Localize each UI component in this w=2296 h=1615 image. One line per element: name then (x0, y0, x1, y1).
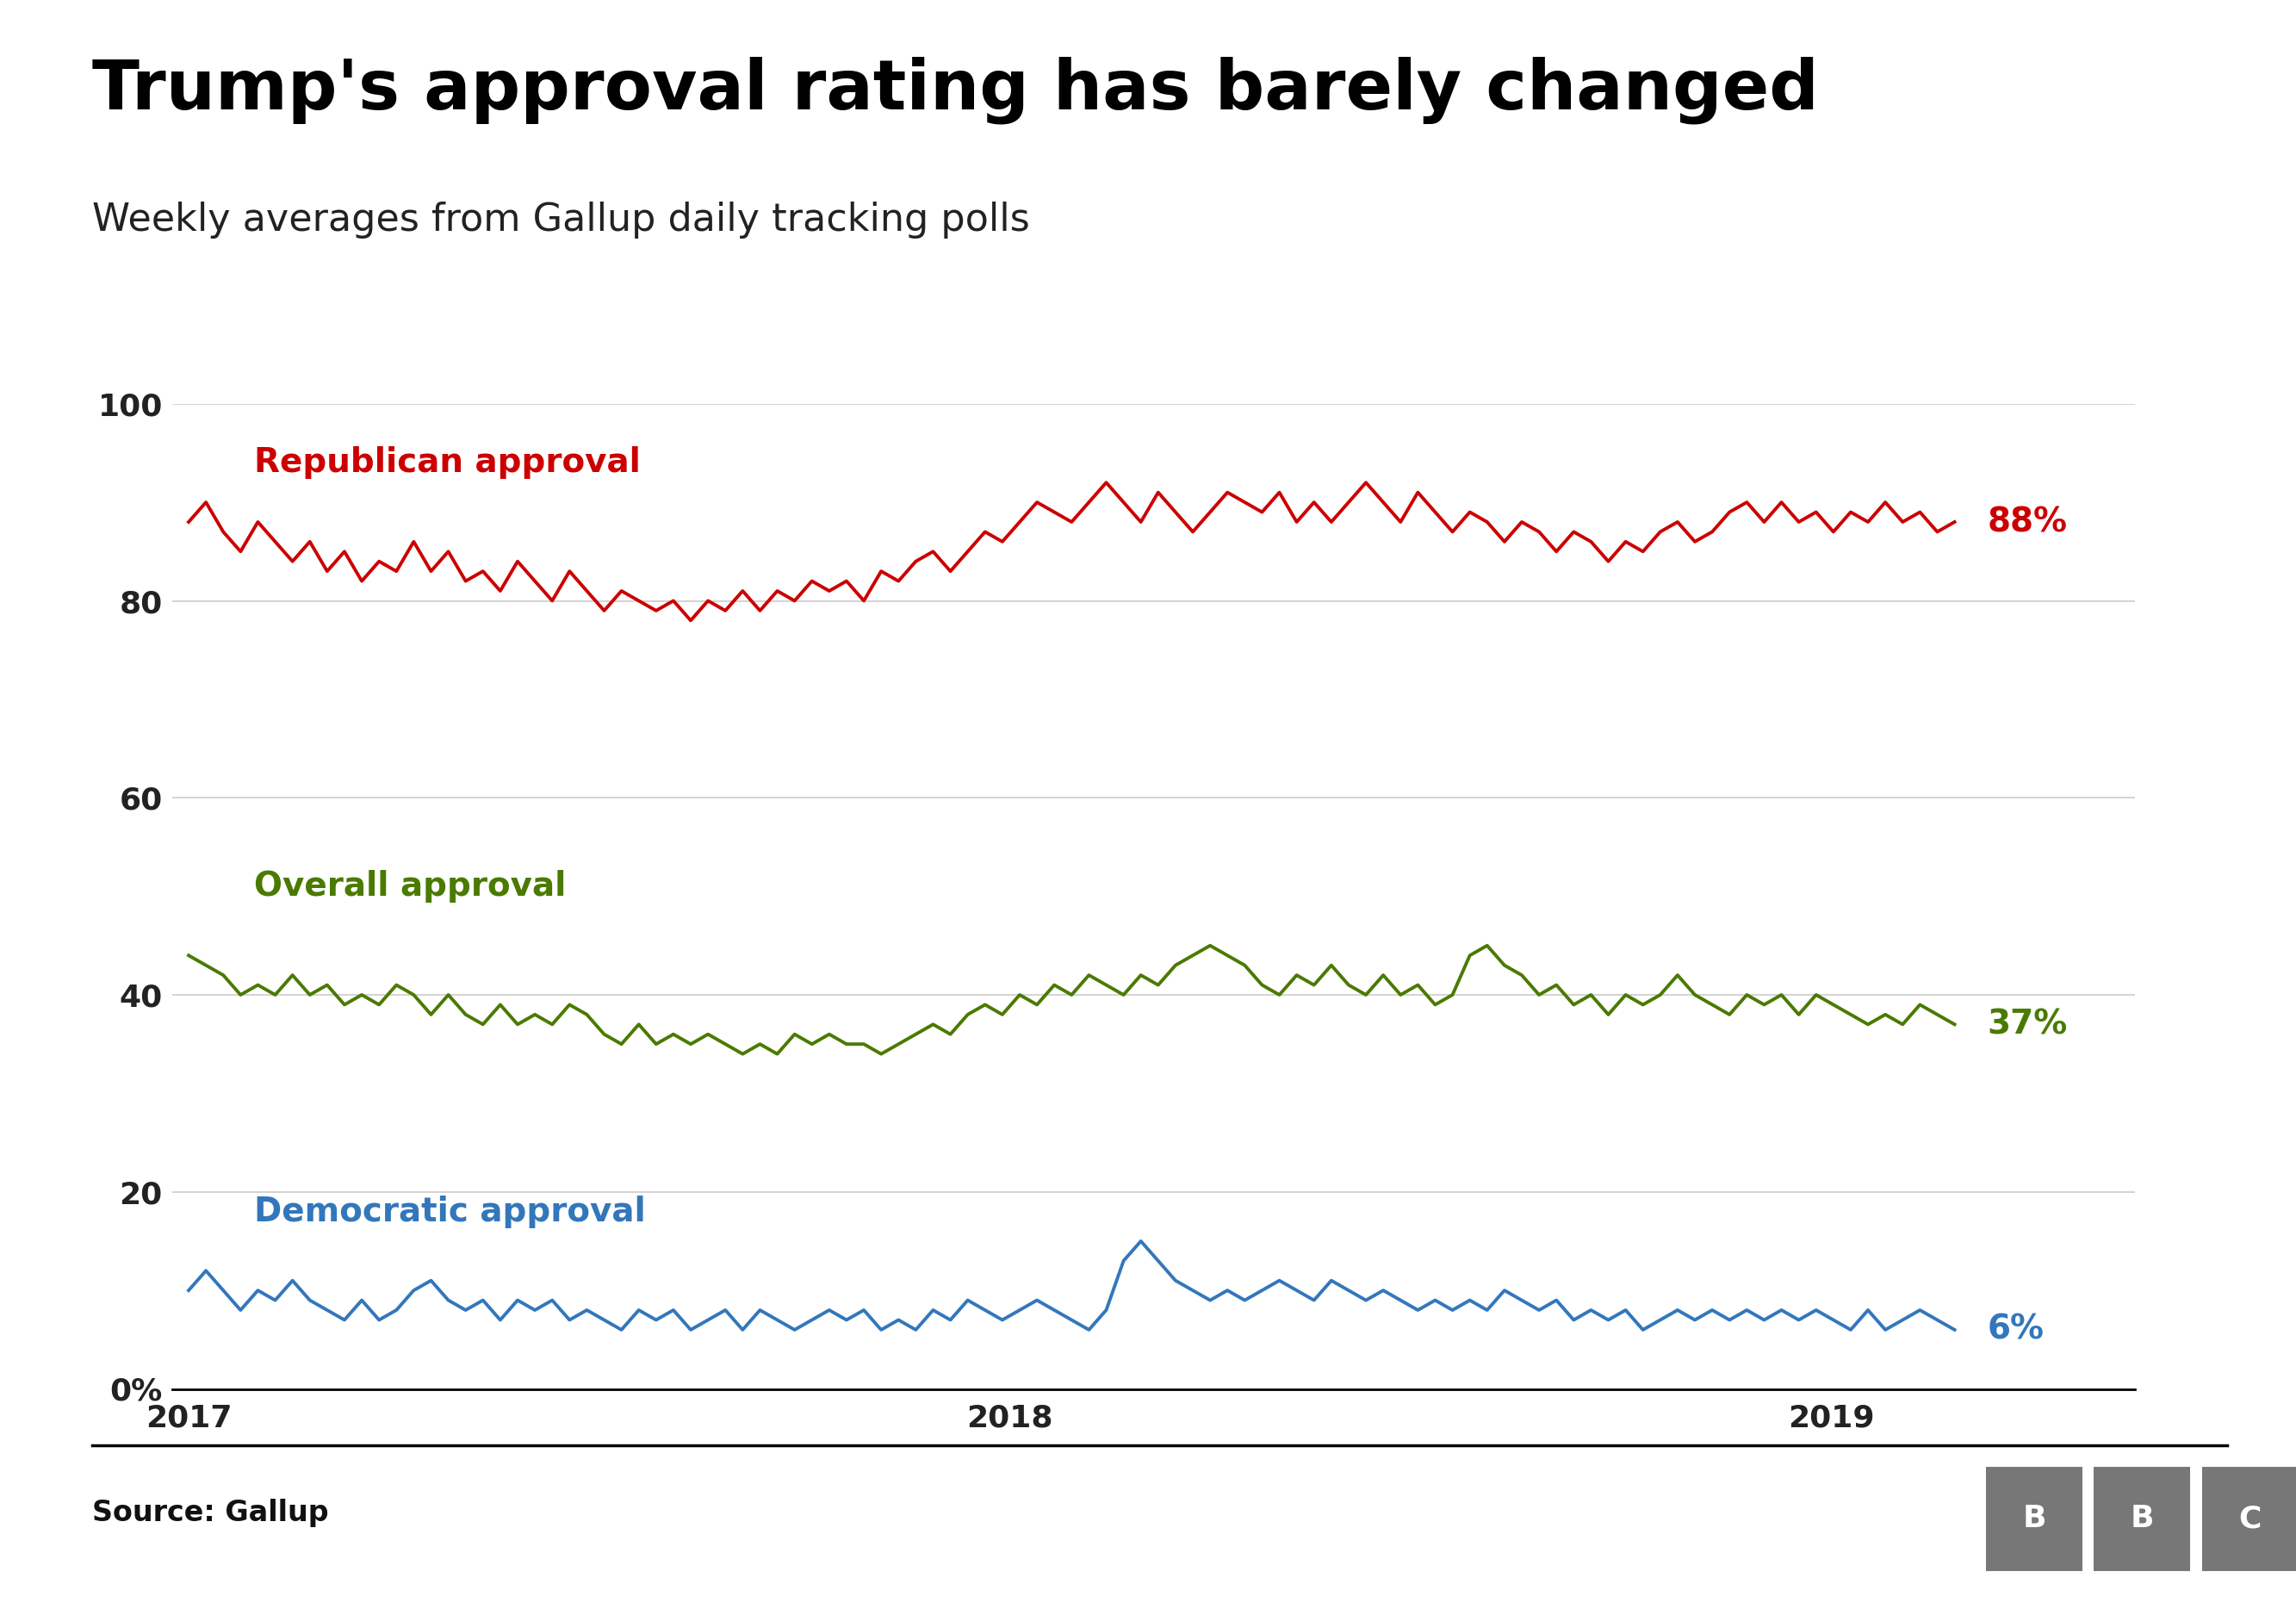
Text: Overall approval: Overall approval (255, 870, 567, 903)
Text: 37%: 37% (1988, 1008, 2069, 1040)
Text: Democratic approval: Democratic approval (255, 1195, 645, 1227)
Text: 88%: 88% (1988, 505, 2066, 538)
Text: Source: Gallup: Source: Gallup (92, 1499, 328, 1528)
Text: Trump's approval rating has barely changed: Trump's approval rating has barely chang… (92, 57, 1818, 124)
Text: B: B (2023, 1504, 2046, 1534)
Text: Republican approval: Republican approval (255, 446, 641, 480)
Text: 6%: 6% (1988, 1313, 2043, 1347)
Text: Weekly averages from Gallup daily tracking polls: Weekly averages from Gallup daily tracki… (92, 202, 1029, 239)
Text: B: B (2131, 1504, 2154, 1534)
Text: C: C (2239, 1504, 2262, 1534)
